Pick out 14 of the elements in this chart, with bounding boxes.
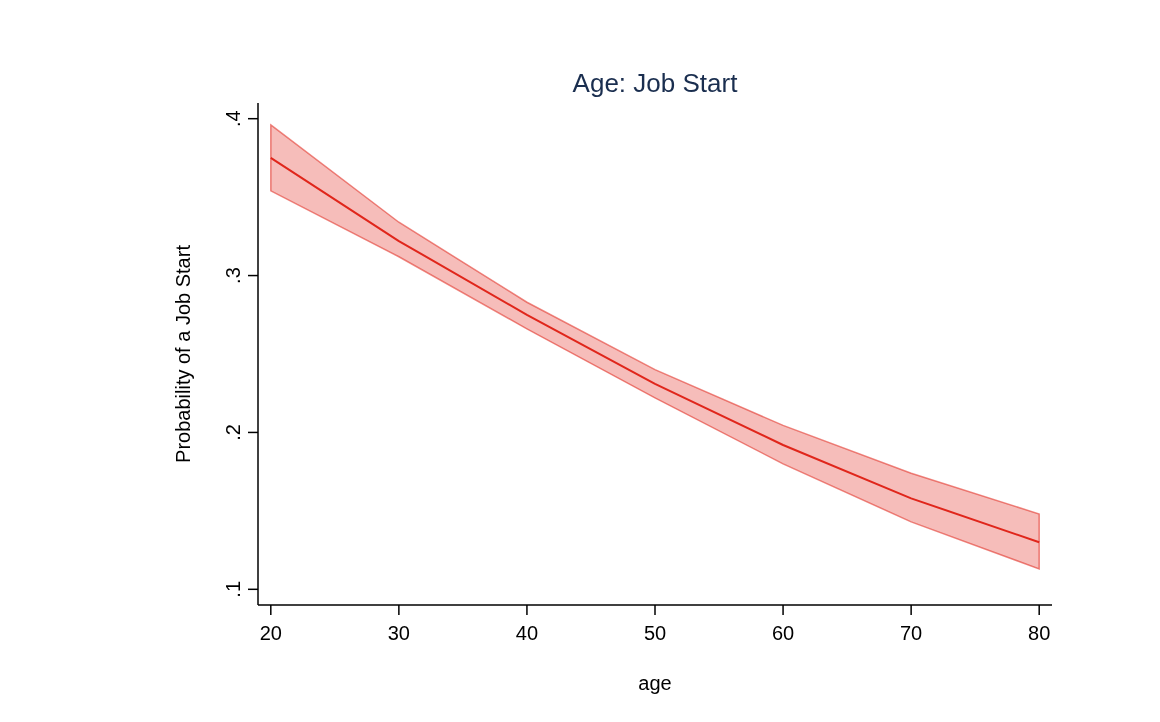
y-tick-label: .4 — [222, 110, 244, 128]
y-tick-label: .1 — [222, 580, 244, 598]
x-tick-label: 70 — [900, 622, 923, 644]
x-tick-label: 60 — [771, 622, 795, 644]
y-axis-title: Probability of a Job Start — [172, 244, 194, 463]
y-tick-label: .3 — [222, 267, 244, 284]
x-tick-label: 80 — [1028, 622, 1051, 644]
x-tick-label: 40 — [515, 622, 539, 644]
x-axis-title: age — [638, 672, 672, 694]
x-tick-label: 30 — [387, 622, 410, 644]
x-tick-label: 50 — [643, 622, 667, 644]
chart-title: Age: Job Start — [572, 68, 739, 98]
y-tick-label: .2 — [222, 424, 244, 441]
x-tick-label: 20 — [259, 622, 282, 644]
